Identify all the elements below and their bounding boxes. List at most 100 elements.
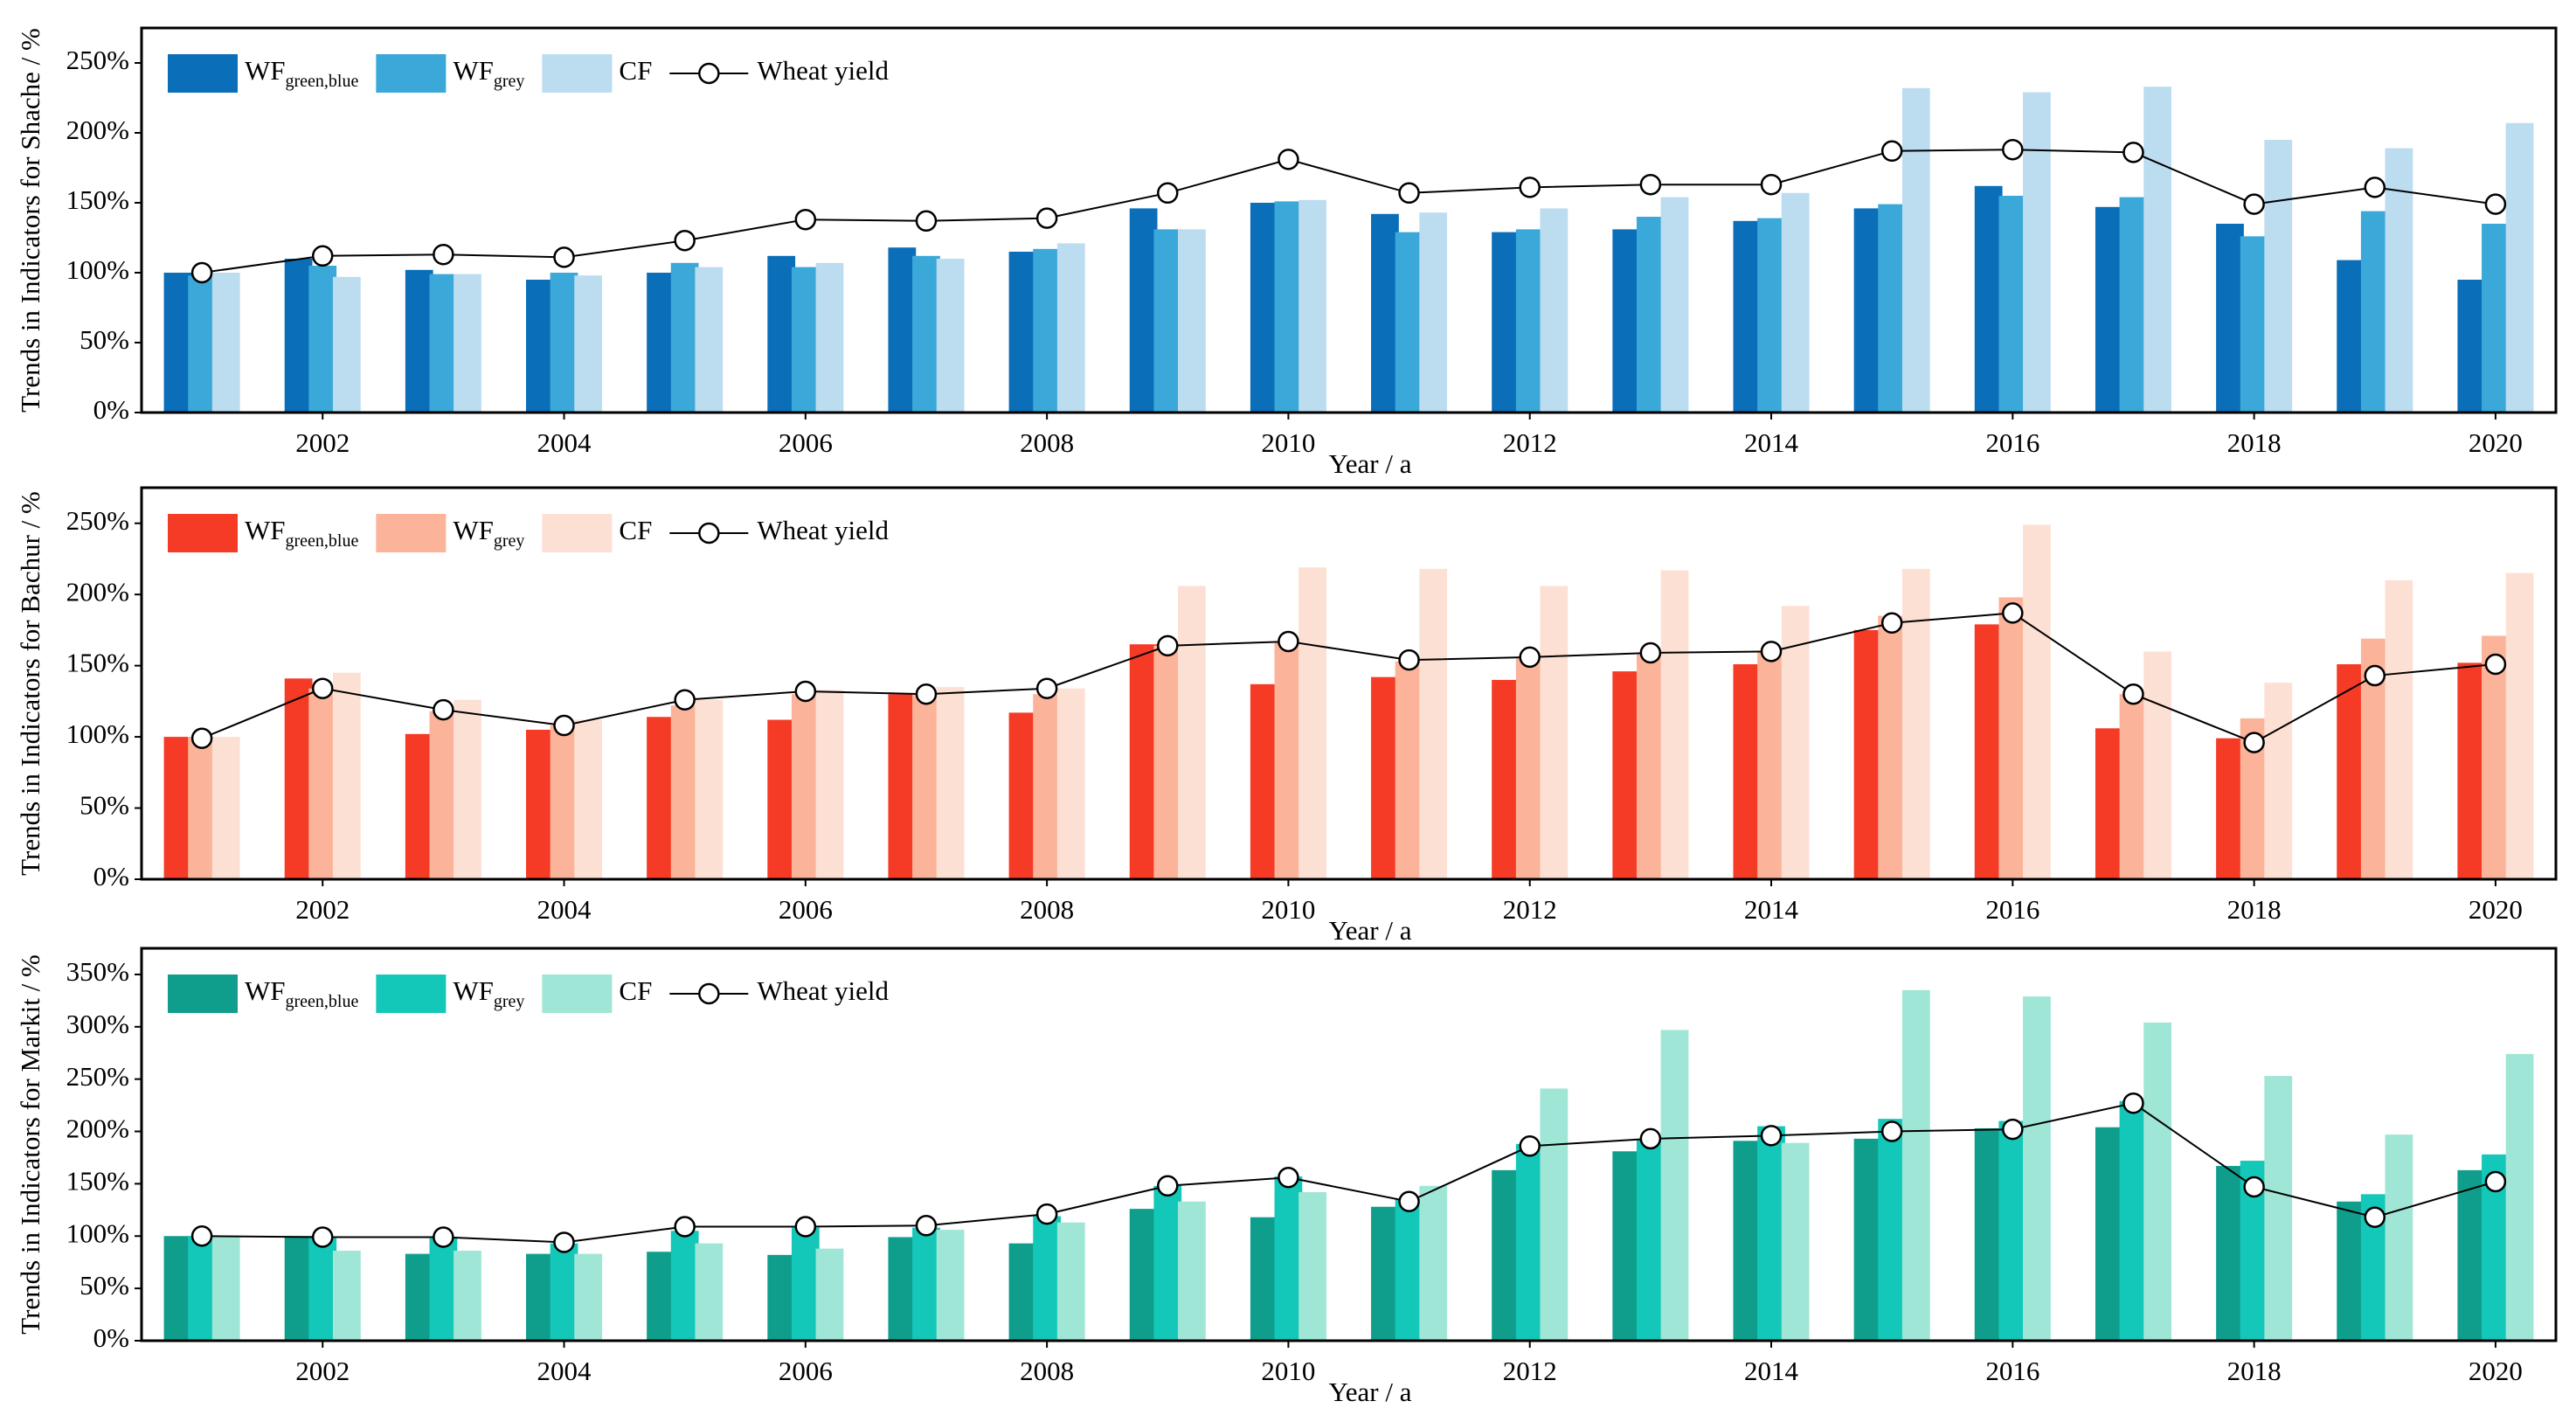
yield-marker [1398, 649, 1420, 671]
bar [2143, 87, 2171, 413]
bar [2264, 140, 2293, 413]
x-tick-label: 2006 [779, 894, 833, 925]
bar [1250, 683, 1278, 879]
bar [1540, 586, 1568, 879]
bar [791, 267, 820, 413]
bar [2095, 1127, 2123, 1341]
bar [1298, 1191, 1326, 1341]
bar [1612, 229, 1641, 413]
yield-marker [1519, 1135, 1541, 1157]
bar [550, 273, 578, 413]
yield-marker [915, 1215, 938, 1237]
bar [2023, 996, 2051, 1341]
legend-label: WFgrey [453, 975, 524, 1010]
bar [1974, 185, 2003, 413]
x-tick-label: 2014 [1744, 1356, 1799, 1386]
bar [405, 269, 433, 413]
bar [1250, 203, 1278, 413]
bar [2216, 738, 2244, 879]
y-tick-label: 0% [93, 394, 129, 425]
yield-marker [1157, 1175, 1179, 1197]
bar [454, 699, 481, 879]
bar [647, 1252, 675, 1341]
legend-subscript: green,blue [286, 531, 359, 551]
y-tick-label: 250% [66, 1061, 129, 1092]
yield-marker [190, 1225, 213, 1247]
legend-swatch [168, 514, 238, 552]
bar [1853, 629, 1882, 879]
legend-name: WF [245, 975, 286, 1006]
x-tick-label: 2014 [1744, 894, 1799, 925]
x-tick-label: 2006 [779, 1356, 833, 1386]
yield-marker [433, 698, 454, 721]
bar [2360, 211, 2389, 413]
x-tick-label: 2020 [2469, 894, 2523, 925]
yield-line [201, 149, 2496, 274]
bar [1395, 1199, 1423, 1341]
bar [695, 699, 724, 879]
y-tick-label: 250% [66, 505, 129, 536]
bar [815, 690, 844, 879]
bar [2264, 683, 2293, 879]
legend-name: WF [453, 515, 494, 545]
bar [1056, 1222, 1085, 1341]
bar [2457, 662, 2486, 879]
y-tick-label: 0% [93, 1322, 129, 1353]
plot-frame [140, 947, 2558, 1342]
legend-label: WFgreen,blue [245, 975, 358, 1010]
yield-marker [674, 1216, 696, 1238]
bar [936, 259, 965, 413]
yield-marker [2484, 1170, 2507, 1193]
bar [1419, 212, 1448, 413]
x-tick-label: 2008 [1020, 1356, 1074, 1386]
yield-marker [1398, 182, 1420, 205]
bar [1419, 1185, 1448, 1341]
yield-marker [1760, 641, 1783, 662]
yield-marker [794, 1216, 817, 1238]
bar [188, 275, 216, 413]
bar [332, 276, 361, 413]
yield-marker [1278, 149, 1299, 170]
bar [2216, 1166, 2244, 1341]
bar [308, 688, 337, 879]
bar [888, 1237, 917, 1341]
bar [1250, 1217, 1278, 1341]
yield-marker [1278, 630, 1299, 653]
yield-marker [311, 245, 334, 267]
y-tick-label: 250% [66, 45, 129, 75]
yield-marker [2364, 664, 2386, 687]
x-tick-label: 2012 [1503, 427, 1557, 458]
bar [1033, 1216, 1062, 1341]
x-tick-label: 2006 [779, 427, 833, 458]
legend-label: Wheat yield [757, 55, 889, 86]
bar [2337, 664, 2365, 879]
bar [670, 1231, 699, 1341]
bar [2119, 197, 2148, 413]
chart-panel: 0% 50% 100% 150% 200% 250% 2002 2004 2006 2008 201… [15, 486, 2558, 946]
bar [1733, 664, 1762, 879]
bar [1901, 87, 1930, 413]
y-tick-label: 150% [66, 184, 129, 215]
x-tick-label: 2010 [1261, 427, 1315, 458]
bar [550, 725, 578, 879]
yield-line [201, 612, 2496, 744]
bar [1033, 248, 1062, 413]
bar [405, 733, 433, 879]
bar [670, 705, 699, 879]
bar [1733, 1141, 1762, 1341]
bar [2143, 651, 2171, 879]
bar [1636, 654, 1665, 879]
bar [1901, 989, 1930, 1341]
bar [163, 737, 192, 879]
bar [1371, 1206, 1399, 1341]
chart-panel: 0% 50% 100% 150% 200% 250% 300% 350% 2002 2004 200… [15, 947, 2558, 1407]
legend-swatch [542, 975, 613, 1013]
bar [767, 255, 796, 413]
legend-marker [698, 982, 720, 1005]
yield-marker [2243, 1176, 2265, 1198]
bar [526, 1253, 554, 1341]
bar [405, 1253, 433, 1341]
yield-marker [433, 243, 454, 266]
bar [1395, 232, 1423, 413]
yield-marker [794, 208, 817, 231]
